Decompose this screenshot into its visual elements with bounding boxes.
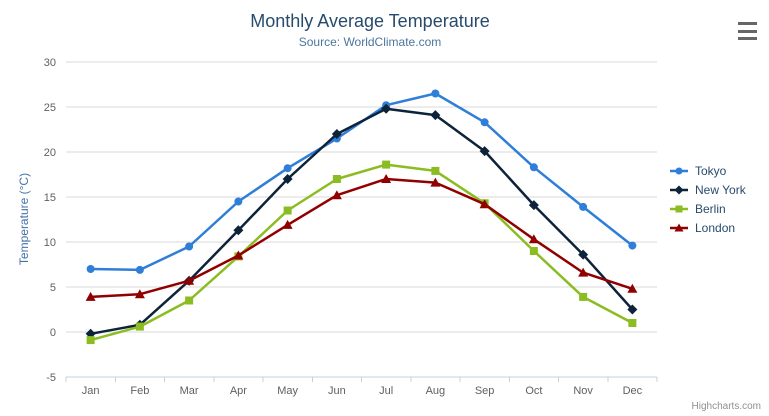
- svg-text:0: 0: [50, 327, 56, 339]
- svg-text:Feb: Feb: [130, 385, 149, 397]
- export-menu-button[interactable]: [736, 21, 758, 41]
- square-legend-marker-icon: [670, 205, 688, 212]
- svg-text:Nov: Nov: [573, 385, 593, 397]
- svg-text:Dec: Dec: [623, 385, 643, 397]
- svg-text:-5: -5: [46, 372, 56, 384]
- svg-text:15: 15: [44, 192, 56, 204]
- svg-text:Jan: Jan: [82, 385, 100, 397]
- legend-item-label: New York: [695, 182, 746, 197]
- diamond-legend-marker-icon: [670, 185, 688, 194]
- svg-text:Jun: Jun: [328, 385, 346, 397]
- svg-text:20: 20: [44, 147, 56, 159]
- credits-link[interactable]: Highcharts.com: [691, 401, 761, 412]
- svg-text:Jul: Jul: [379, 385, 393, 397]
- svg-text:30: 30: [44, 57, 56, 69]
- legend-item-new-york[interactable]: New York: [670, 180, 746, 199]
- svg-text:Sep: Sep: [475, 385, 495, 397]
- legend-item-label: Tokyo: [695, 163, 727, 178]
- legend-item-label: Berlin: [695, 201, 726, 216]
- svg-text:5: 5: [50, 282, 56, 294]
- hamburger-menu-icon: [737, 22, 757, 25]
- svg-text:Oct: Oct: [525, 385, 542, 397]
- chart-subtitle: Source: WorldClimate.com: [298, 35, 442, 49]
- chart-title: Monthly Average Temperature: [250, 11, 490, 31]
- triangle-legend-marker-icon: [670, 223, 688, 231]
- circle-legend-marker-icon: [670, 167, 688, 174]
- legend-item-tokyo[interactable]: Tokyo: [670, 161, 746, 180]
- svg-text:Mar: Mar: [180, 385, 199, 397]
- hamburger-menu-icon: [737, 37, 757, 40]
- svg-text:Apr: Apr: [230, 385, 247, 397]
- svg-text:25: 25: [44, 102, 56, 114]
- svg-text:Aug: Aug: [426, 385, 446, 397]
- hamburger-menu-icon: [737, 29, 757, 33]
- svg-text:May: May: [277, 385, 298, 397]
- svg-text:10: 10: [44, 237, 56, 249]
- legend-item-london[interactable]: London: [670, 218, 746, 237]
- legend-item-label: London: [695, 220, 736, 235]
- legend-item-berlin[interactable]: Berlin: [670, 199, 746, 218]
- legend: Tokyo New York Berlin London: [670, 161, 746, 237]
- y-axis-title: Temperature (°C): [17, 172, 31, 266]
